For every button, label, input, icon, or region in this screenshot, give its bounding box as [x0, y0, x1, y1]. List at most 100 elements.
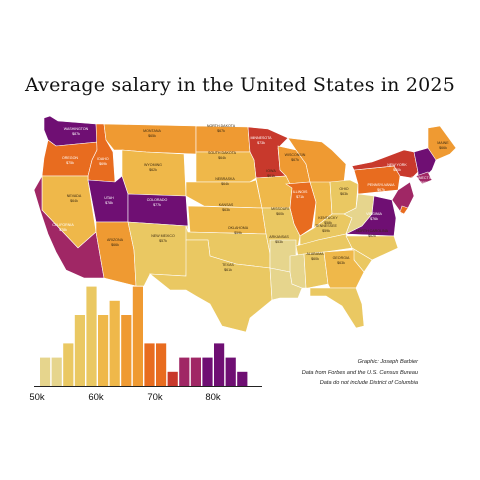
histogram-bar: [225, 357, 236, 386]
histogram-bar: [179, 357, 190, 386]
state-value-arkansas: $53k: [275, 240, 283, 244]
state-value-wyoming: $62k: [149, 168, 157, 172]
state-new-york: [351, 149, 419, 179]
state-name-oklahoma: OKLAHOMA: [228, 226, 249, 230]
state-name-new-york: NEW YORK: [387, 163, 407, 167]
histogram-tick-label: 70k: [147, 392, 163, 403]
histogram-bar: [63, 343, 74, 386]
state-value-kentucky: $58k: [324, 221, 332, 225]
histogram-tick-label: 60k: [88, 392, 104, 403]
state-georgia: [323, 249, 365, 289]
histogram-bar: [74, 315, 85, 386]
state-value-north-carolina: $62k: [368, 234, 376, 238]
histogram-bar: [214, 343, 225, 386]
state-north-carolina: [345, 235, 399, 261]
state-value-ohio: $63k: [340, 192, 348, 196]
state-name-alabama: ALABAMA: [307, 252, 325, 256]
state-name-north-dakota: NORTH DAKOTA: [207, 124, 236, 128]
state-value-maine: $66k: [439, 146, 447, 150]
state-name-wisconsin: WISCONSIN: [285, 153, 306, 157]
histogram-tick-label: 80k: [205, 392, 221, 403]
state-value-virginia: $76k: [370, 217, 378, 221]
state-value-kansas: $63k: [222, 208, 230, 212]
state-name-nevada: NEVADA: [67, 194, 82, 198]
credit-graphic: Graphic: Joseph Barbier: [357, 359, 418, 365]
state-value-california: $78k: [59, 228, 67, 232]
state-name-illinois: ILLINOIS: [293, 190, 308, 194]
state-value-north-dakota: $67k: [217, 129, 225, 133]
state-layer: [33, 115, 457, 333]
histogram-bar: [202, 357, 213, 386]
histogram-bar: [98, 315, 109, 386]
histogram-tick-label: 50k: [29, 392, 45, 403]
state-value-new-mexico: $57k: [159, 239, 167, 243]
state-name-arkansas: ARKANSAS: [269, 235, 289, 239]
state-name-maine: MAINE: [437, 141, 449, 145]
state-name-kansas: KANSAS: [219, 203, 234, 207]
state-texas: [149, 239, 273, 333]
credit-source: Data from Forbes and the U.S. Census Bur…: [301, 369, 418, 376]
state-virginia: [345, 195, 397, 237]
state-value-oregon: $75k: [66, 161, 74, 165]
state-name-tennessee: TENNESSEE: [315, 224, 337, 228]
state-wyoming: [121, 149, 187, 197]
histogram-bar: [190, 357, 201, 386]
state-name-pennsylvania: PENNSYLVANIA: [367, 183, 395, 187]
state-name-iowa: IOWA: [266, 169, 276, 173]
state-name-washington: WASHINGTON: [64, 127, 89, 131]
state-value-nevada: $64k: [70, 199, 78, 203]
state-name-montana: MONTANA: [143, 129, 161, 133]
state-value-idaho: $69k: [99, 162, 107, 166]
histogram-bar: [86, 286, 97, 386]
state-label-layer: WASHINGTON$87k OREGON$75k IDAHO$69k MONTANA…: [52, 124, 449, 272]
state-value-missouri: $60k: [276, 212, 284, 216]
state-mississippi: [289, 253, 307, 289]
state-value-illinois: $71k: [296, 195, 304, 199]
state-value-utah: $78k: [105, 201, 113, 205]
state-name-north-carolina: NORTH CAROLINA: [356, 229, 389, 233]
state-value-connecticut: $80k: [420, 181, 428, 185]
state-name-utah: UTAH: [104, 196, 114, 200]
histogram-bar: [237, 371, 248, 386]
state-value-oklahoma: $59k: [234, 231, 242, 235]
state-value-wisconsin: $67k: [291, 158, 299, 162]
state-value-new-york: $80k: [393, 168, 401, 172]
state-name-ohio: OHIO: [339, 187, 348, 191]
state-new-england: [413, 147, 437, 181]
state-value-nebraska: $64k: [221, 182, 229, 186]
state-delaware: [399, 205, 409, 215]
histogram-bar: [51, 357, 62, 386]
state-name-kentucky: KENTUCKY: [318, 216, 338, 220]
state-name-idaho: IDAHO: [97, 157, 109, 161]
state-california: [33, 174, 105, 279]
state-name-arizona: ARIZONA: [107, 238, 124, 242]
salary-histogram: 50k 60k 70k 80k: [29, 286, 262, 403]
state-name-oregon: OREGON: [62, 156, 78, 160]
state-value-iowa: $61k: [267, 174, 275, 178]
state-value-arizona: $66k: [111, 243, 119, 247]
state-name-minnesota: MINNESOTA: [250, 136, 272, 140]
state-name-nebraska: NEBRASKA: [215, 177, 235, 181]
histogram-bar: [109, 300, 120, 386]
state-value-texas: $61k: [224, 268, 232, 272]
state-name-new-mexico: NEW MEXICO: [151, 234, 175, 238]
state-iowa: [255, 175, 293, 209]
state-name-wyoming: WYOMING: [144, 163, 162, 167]
state-connecticut: [415, 171, 433, 185]
state-value-minnesota: $73k: [257, 141, 265, 145]
state-value-south-dakota: $64k: [218, 156, 226, 160]
state-value-montana: $65k: [148, 134, 156, 138]
histogram-bar: [132, 286, 143, 386]
histogram-bar: [167, 371, 178, 386]
state-florida: [309, 287, 365, 329]
histogram-bar: [121, 315, 132, 386]
state-name-missouri: MISSOURI: [271, 207, 289, 211]
histogram-bar: [40, 357, 51, 386]
state-name-texas: TEXAS: [222, 263, 234, 267]
state-name-colorado: COLORADO: [147, 198, 168, 202]
credits-block: Graphic: Joseph Barbier Data from Forbes…: [302, 357, 418, 389]
state-value-washington: $87k: [72, 132, 80, 136]
state-value-alabama: $60k: [311, 257, 319, 261]
state-name-virginia: VIRGINIA: [366, 212, 382, 216]
